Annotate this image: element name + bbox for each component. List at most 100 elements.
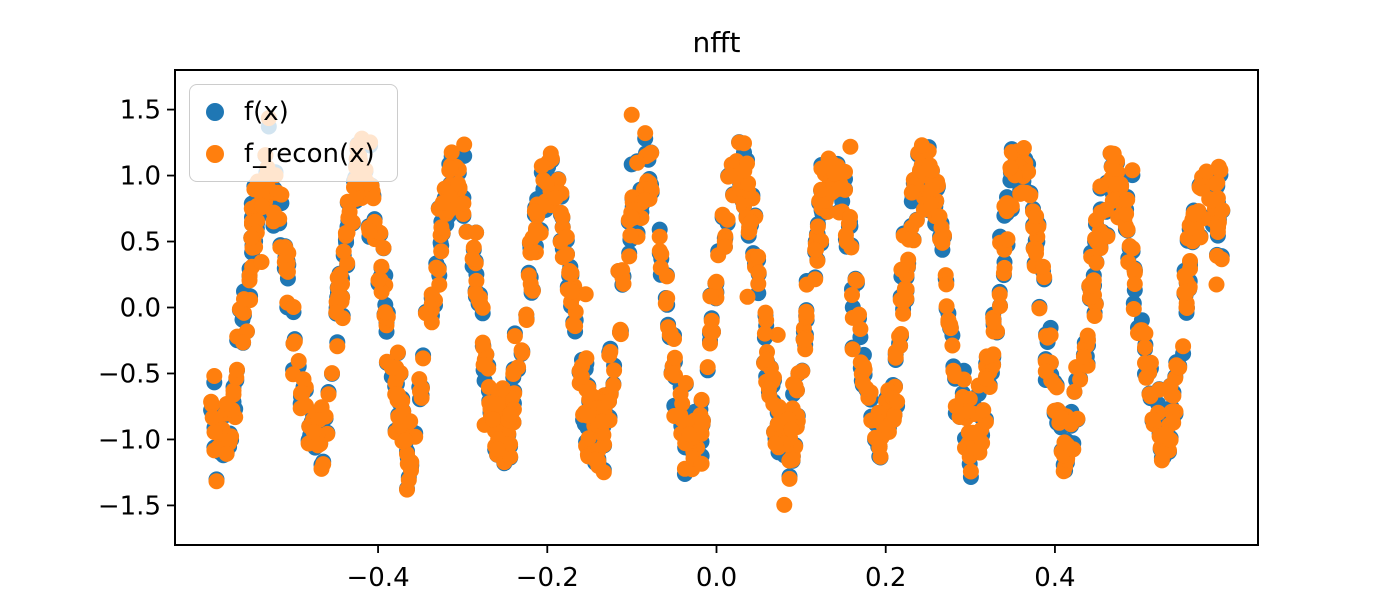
data-point xyxy=(995,265,1012,282)
axes-frame xyxy=(174,69,1259,546)
data-point xyxy=(433,243,450,260)
data-point xyxy=(893,261,910,278)
data-point xyxy=(1066,383,1083,400)
legend-marker-fx-icon xyxy=(206,103,224,121)
data-point xyxy=(1079,327,1096,344)
data-point xyxy=(249,213,266,229)
data-point xyxy=(1065,441,1082,458)
data-point xyxy=(388,359,405,376)
data-point xyxy=(996,198,1013,215)
data-point xyxy=(526,203,543,220)
data-point xyxy=(940,314,957,331)
y-tick-label: 0.5 xyxy=(120,228,161,258)
data-point xyxy=(736,162,753,179)
data-point xyxy=(253,197,270,214)
data-point xyxy=(1139,356,1156,373)
data-point xyxy=(767,435,784,452)
legend-entry-fx: f(x) xyxy=(206,93,375,131)
data-point xyxy=(467,285,484,302)
data-point xyxy=(241,272,258,289)
data-point xyxy=(533,158,550,175)
data-point xyxy=(964,424,981,441)
data-point xyxy=(1072,371,1089,388)
x-tick-label: 0.2 xyxy=(865,563,906,593)
data-point xyxy=(962,463,979,480)
data-point xyxy=(974,435,991,451)
x-tick-label: 0.0 xyxy=(696,563,737,593)
data-point xyxy=(913,137,930,154)
data-point xyxy=(1126,276,1143,292)
data-point xyxy=(434,194,451,211)
data-point xyxy=(400,472,417,488)
data-point xyxy=(622,227,639,244)
data-point xyxy=(758,351,775,368)
data-point xyxy=(887,349,904,366)
data-point xyxy=(1075,348,1092,365)
y-tick-label: −1.5 xyxy=(98,491,161,521)
data-point xyxy=(1020,163,1037,180)
data-point xyxy=(443,144,460,161)
data-point xyxy=(403,454,420,470)
data-point xyxy=(506,328,523,345)
series-frecon xyxy=(203,106,1231,513)
data-point xyxy=(573,368,590,385)
data-point xyxy=(594,413,611,430)
data-point xyxy=(757,304,774,321)
data-point xyxy=(1209,174,1226,191)
data-point xyxy=(539,175,555,192)
data-point xyxy=(578,381,595,398)
data-point xyxy=(522,244,539,261)
data-point xyxy=(1086,308,1103,324)
data-point xyxy=(1088,254,1105,271)
data-point xyxy=(1125,301,1142,317)
data-point xyxy=(523,281,540,298)
data-point xyxy=(844,287,860,303)
data-point xyxy=(474,334,491,351)
data-point xyxy=(1155,446,1172,462)
data-point xyxy=(375,240,392,256)
data-point xyxy=(373,258,390,275)
data-point xyxy=(320,386,337,403)
data-point xyxy=(389,344,406,361)
data-point xyxy=(663,365,680,382)
data-point xyxy=(844,341,861,358)
data-point xyxy=(565,316,582,333)
data-point xyxy=(347,191,364,207)
data-point xyxy=(716,238,733,255)
data-point xyxy=(623,106,640,123)
data-point xyxy=(450,175,466,192)
data-point xyxy=(621,248,638,265)
data-point xyxy=(855,358,872,375)
data-point xyxy=(564,283,581,300)
data-point xyxy=(652,259,669,276)
data-point xyxy=(1028,208,1045,225)
data-point xyxy=(1210,158,1227,175)
data-point xyxy=(1119,191,1136,208)
data-point xyxy=(456,147,473,164)
data-point xyxy=(552,204,569,221)
legend-marker-frecon-icon xyxy=(206,145,224,163)
data-point xyxy=(637,125,654,142)
data-point xyxy=(872,448,889,465)
data-point xyxy=(659,290,676,307)
data-point xyxy=(312,436,329,452)
data-point xyxy=(547,189,564,206)
data-point xyxy=(851,306,867,323)
data-point xyxy=(666,408,683,424)
data-point xyxy=(1063,414,1080,430)
data-point xyxy=(783,421,800,438)
data-point xyxy=(294,385,311,401)
data-point xyxy=(1176,284,1193,301)
data-point xyxy=(1092,204,1109,221)
data-point xyxy=(892,291,909,308)
data-point xyxy=(750,264,767,281)
data-point xyxy=(363,178,380,195)
data-point xyxy=(464,250,481,267)
data-point xyxy=(721,167,738,184)
data-point xyxy=(992,298,1008,315)
data-point xyxy=(1046,376,1063,393)
data-point xyxy=(1138,369,1155,386)
data-point xyxy=(750,248,767,265)
data-point xyxy=(305,423,322,440)
data-point xyxy=(921,157,938,174)
